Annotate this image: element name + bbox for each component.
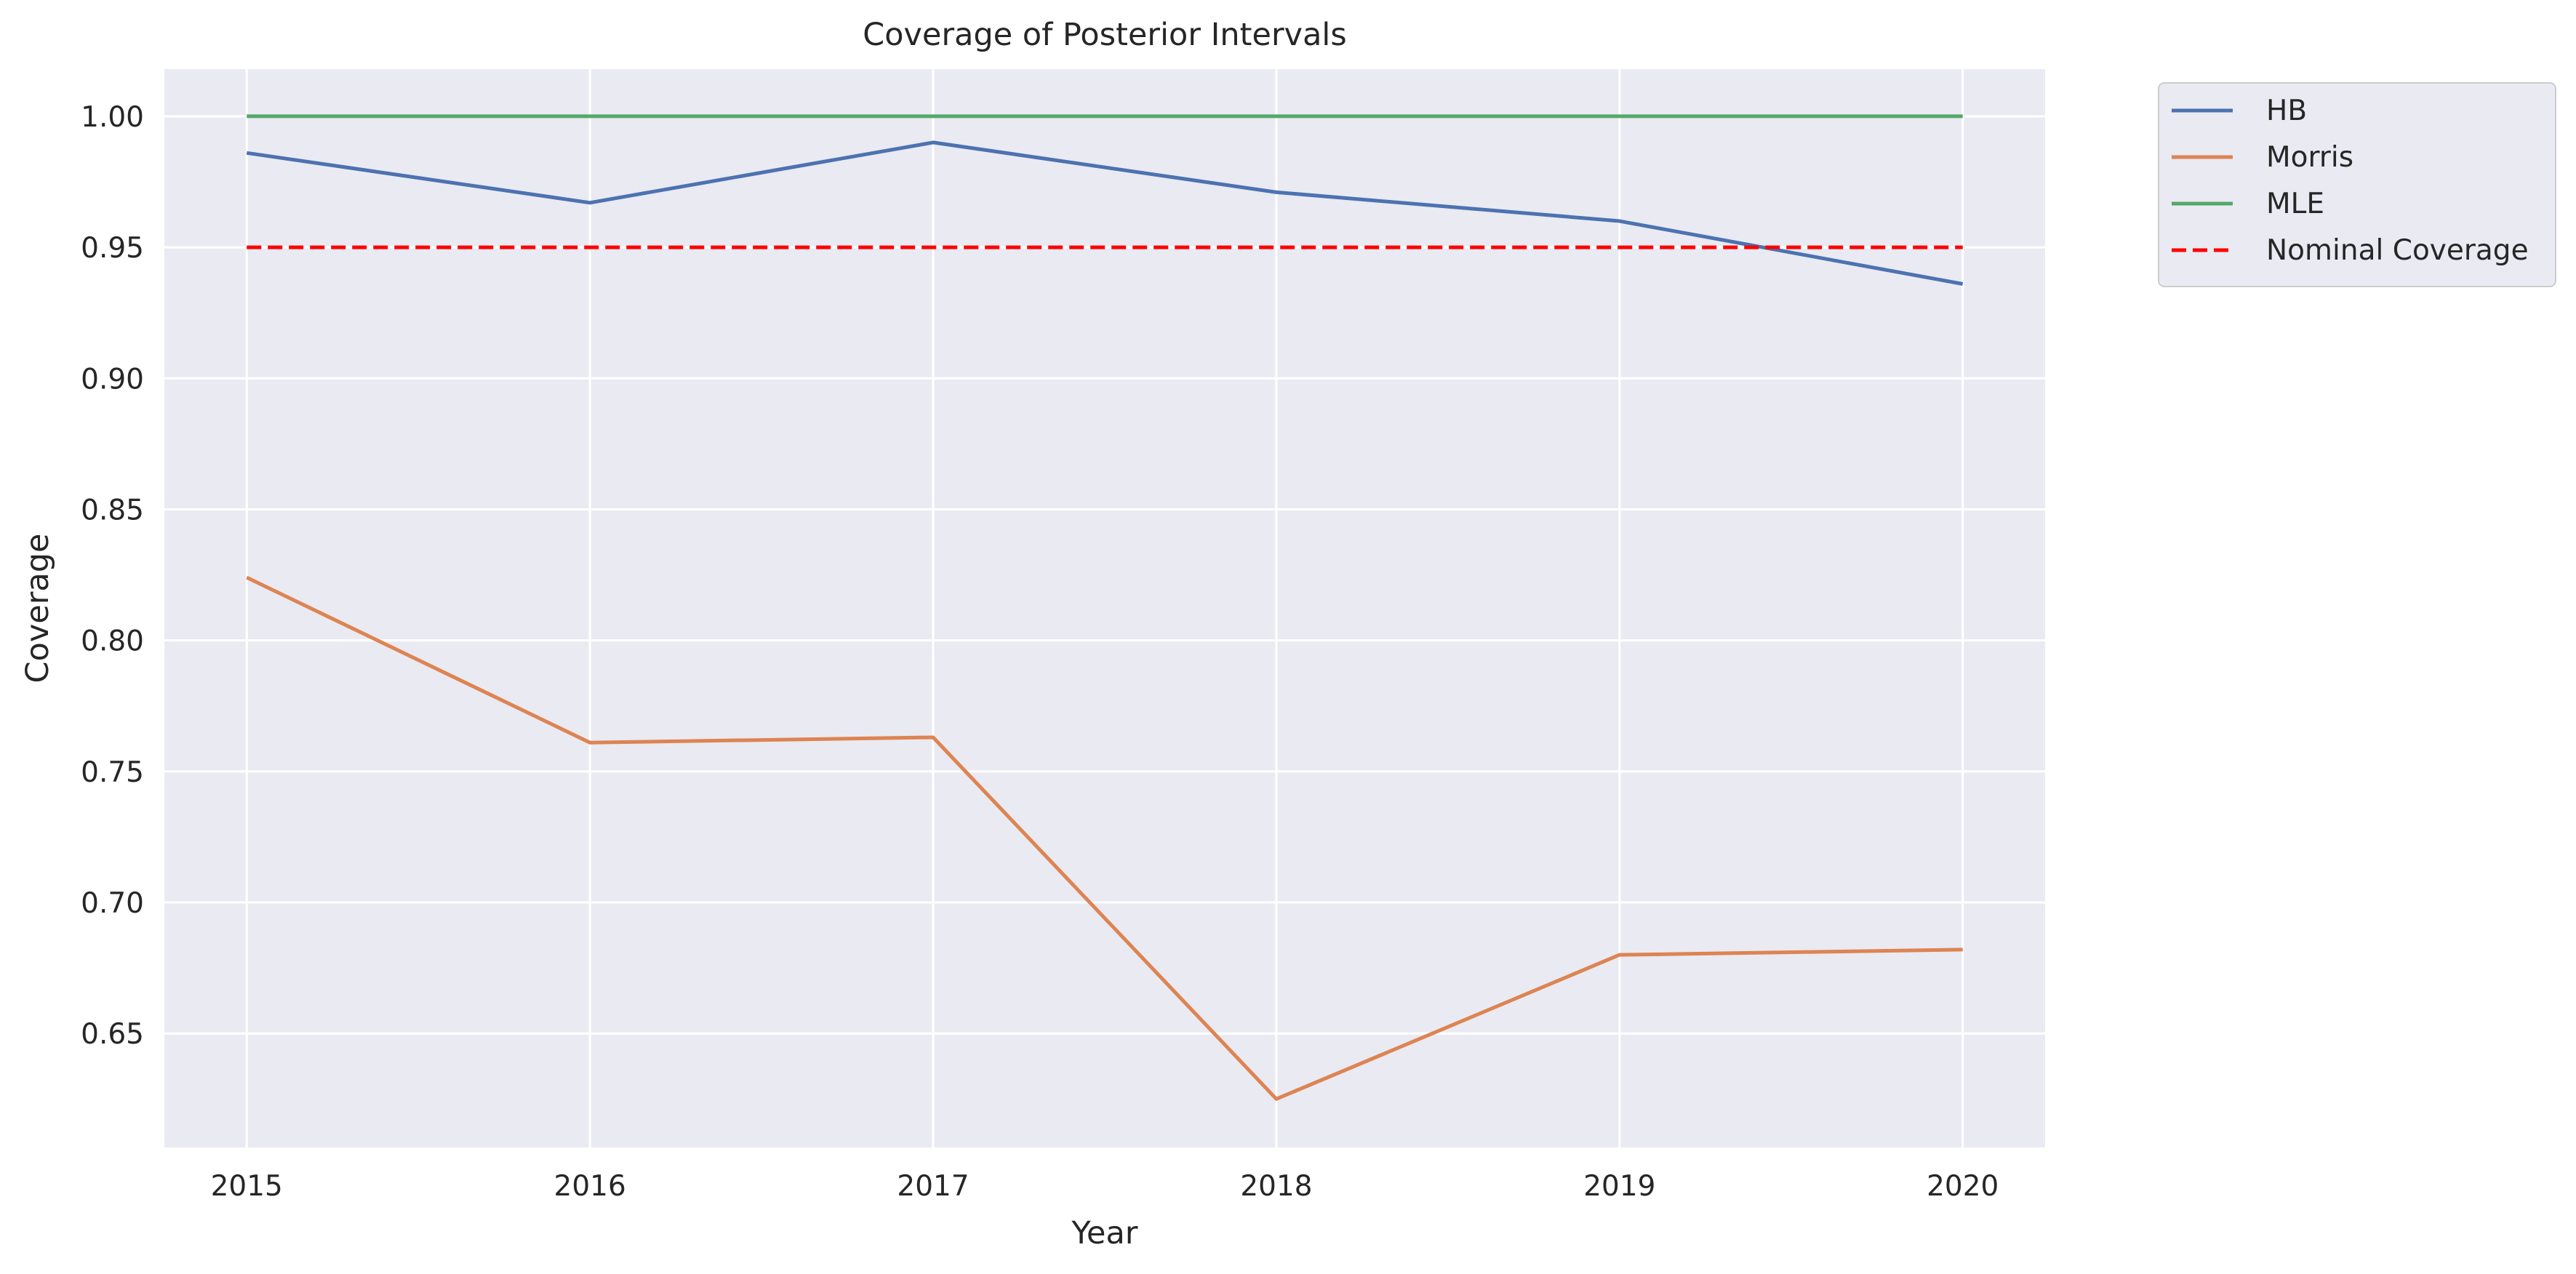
y-tick-label: 0.65 — [81, 1018, 144, 1051]
legend-label: Nominal Coverage — [2266, 234, 2529, 267]
legend-label: MLE — [2266, 188, 2324, 220]
chart-title: Coverage of Posterior Intervals — [863, 17, 1347, 53]
series-line-hb — [246, 140, 1964, 286]
x-tick-label: 2016 — [554, 1170, 626, 1203]
series-line-morris — [246, 575, 1963, 1101]
legend-label: HB — [2266, 95, 2307, 127]
x-tick-label: 2019 — [1583, 1170, 1655, 1203]
x-tick-label: 2017 — [897, 1170, 969, 1203]
x-tick-label: 2020 — [1927, 1170, 1999, 1203]
x-tick-label: 2015 — [211, 1170, 283, 1203]
x-tick-label: 2018 — [1240, 1170, 1312, 1203]
y-tick-label: 1.00 — [81, 101, 144, 134]
legend-label: Morris — [2266, 141, 2353, 174]
plot-background — [164, 69, 2045, 1147]
series-layer — [246, 114, 1964, 1101]
x-axis-label: Year — [1071, 1215, 1137, 1251]
legend-box — [2158, 82, 2556, 287]
y-tick-label: 0.70 — [81, 887, 144, 920]
y-tick-label: 0.75 — [81, 756, 144, 789]
y-axis-label: Coverage — [20, 533, 56, 683]
y-tick-label: 0.90 — [81, 363, 144, 396]
legend: HB Morris MLE Nominal Coverage — [2158, 82, 2556, 287]
y-tick-label: 0.95 — [81, 232, 144, 265]
y-tick-label: 0.85 — [81, 494, 144, 526]
tick-labels: 2015 2016 2017 2018 2019 2020 0.65 0.70 0.75 0.80… — [81, 101, 1999, 1203]
y-tick-label: 0.80 — [81, 625, 144, 658]
